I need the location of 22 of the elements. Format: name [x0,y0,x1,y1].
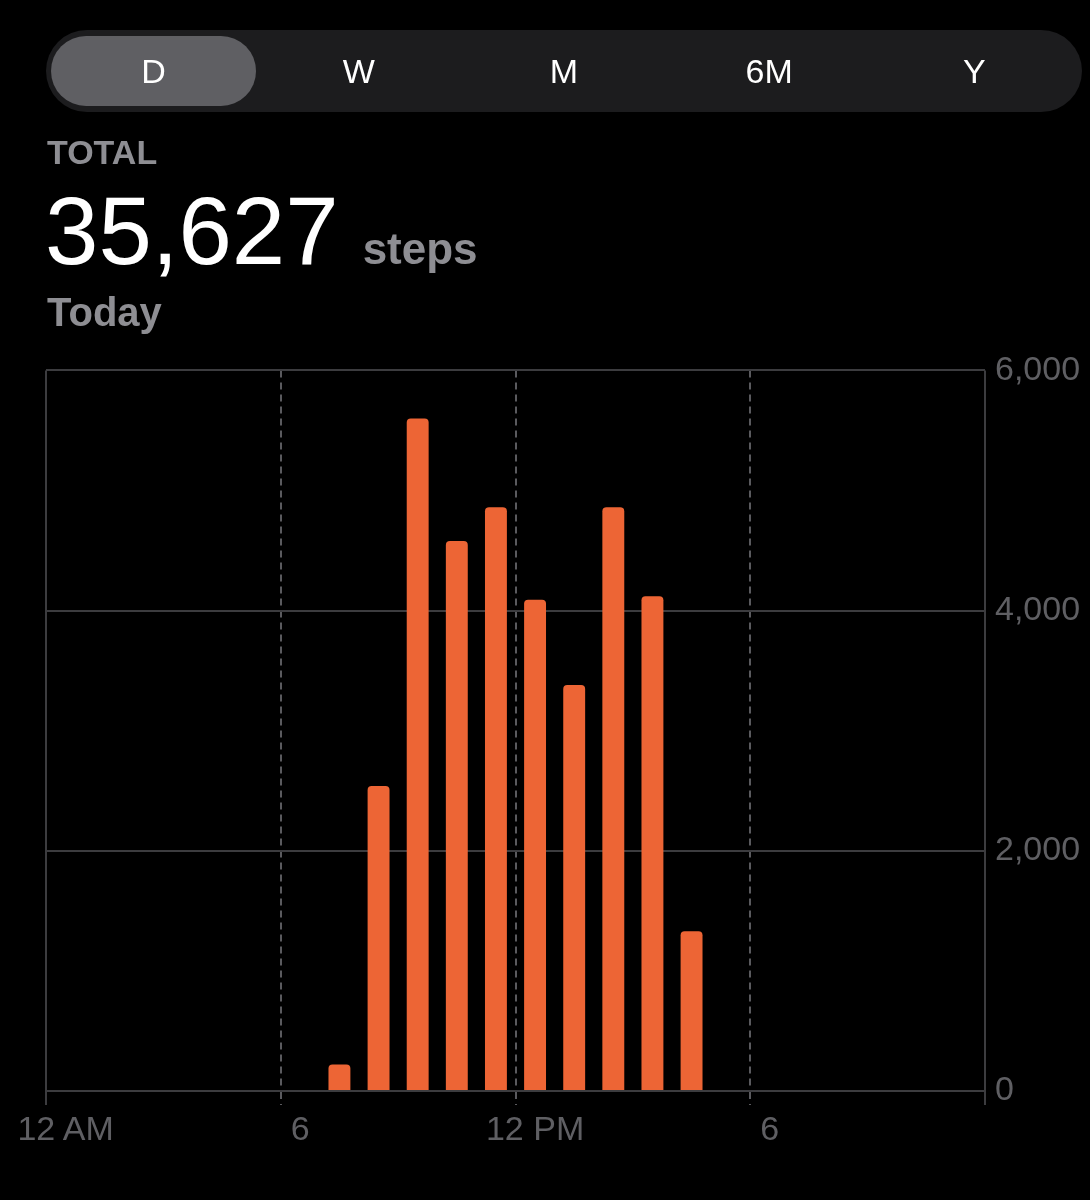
bar [484,507,507,1090]
bar [602,507,625,1090]
y-tick-label: 6,000 [995,348,1081,387]
y-tick-label: 0 [995,1069,1014,1108]
y-tick-label: 4,000 [995,588,1081,627]
chart-subtitle: Today [47,290,162,334]
bar [367,785,390,1090]
bar [406,418,429,1090]
text: TOTAL [47,133,158,171]
bar [680,931,703,1090]
x-tick-label: 12 AM [17,1108,114,1147]
bar [641,596,664,1090]
segmented-control: D W M 6M Y [46,30,1082,112]
bar [524,599,547,1090]
bar [328,1064,351,1090]
bar [445,540,468,1090]
chart-title: 35,627 steps [45,177,478,284]
x-tick-label: 12 PM [485,1108,585,1147]
bar [563,685,586,1090]
x-tick-label: 6 [760,1108,780,1147]
y-tick-label: 2,000 [995,829,1081,868]
x-tick-label: 6 [290,1108,310,1147]
